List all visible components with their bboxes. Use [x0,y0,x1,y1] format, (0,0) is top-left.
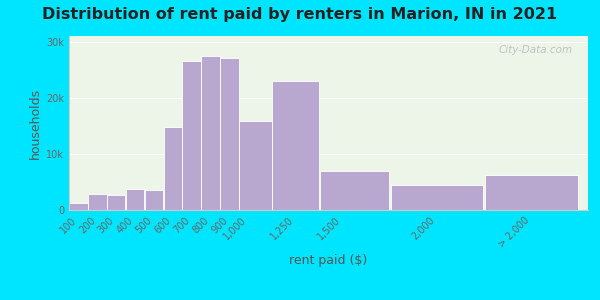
Bar [239,121,272,210]
Bar [220,58,239,210]
Bar [88,194,107,210]
X-axis label: rent paid ($): rent paid ($) [289,254,368,267]
Bar [69,203,88,210]
Bar [164,127,182,210]
Bar [107,195,125,210]
Bar [391,185,483,210]
Bar [126,189,145,210]
Bar [272,81,319,210]
Bar [201,56,220,210]
Y-axis label: households: households [29,87,42,159]
Text: Distribution of rent paid by renters in Marion, IN in 2021: Distribution of rent paid by renters in … [43,8,557,22]
Bar [145,190,163,210]
Bar [485,175,578,210]
Text: City-Data.com: City-Data.com [499,45,572,55]
Bar [320,171,389,210]
Bar [182,61,201,210]
